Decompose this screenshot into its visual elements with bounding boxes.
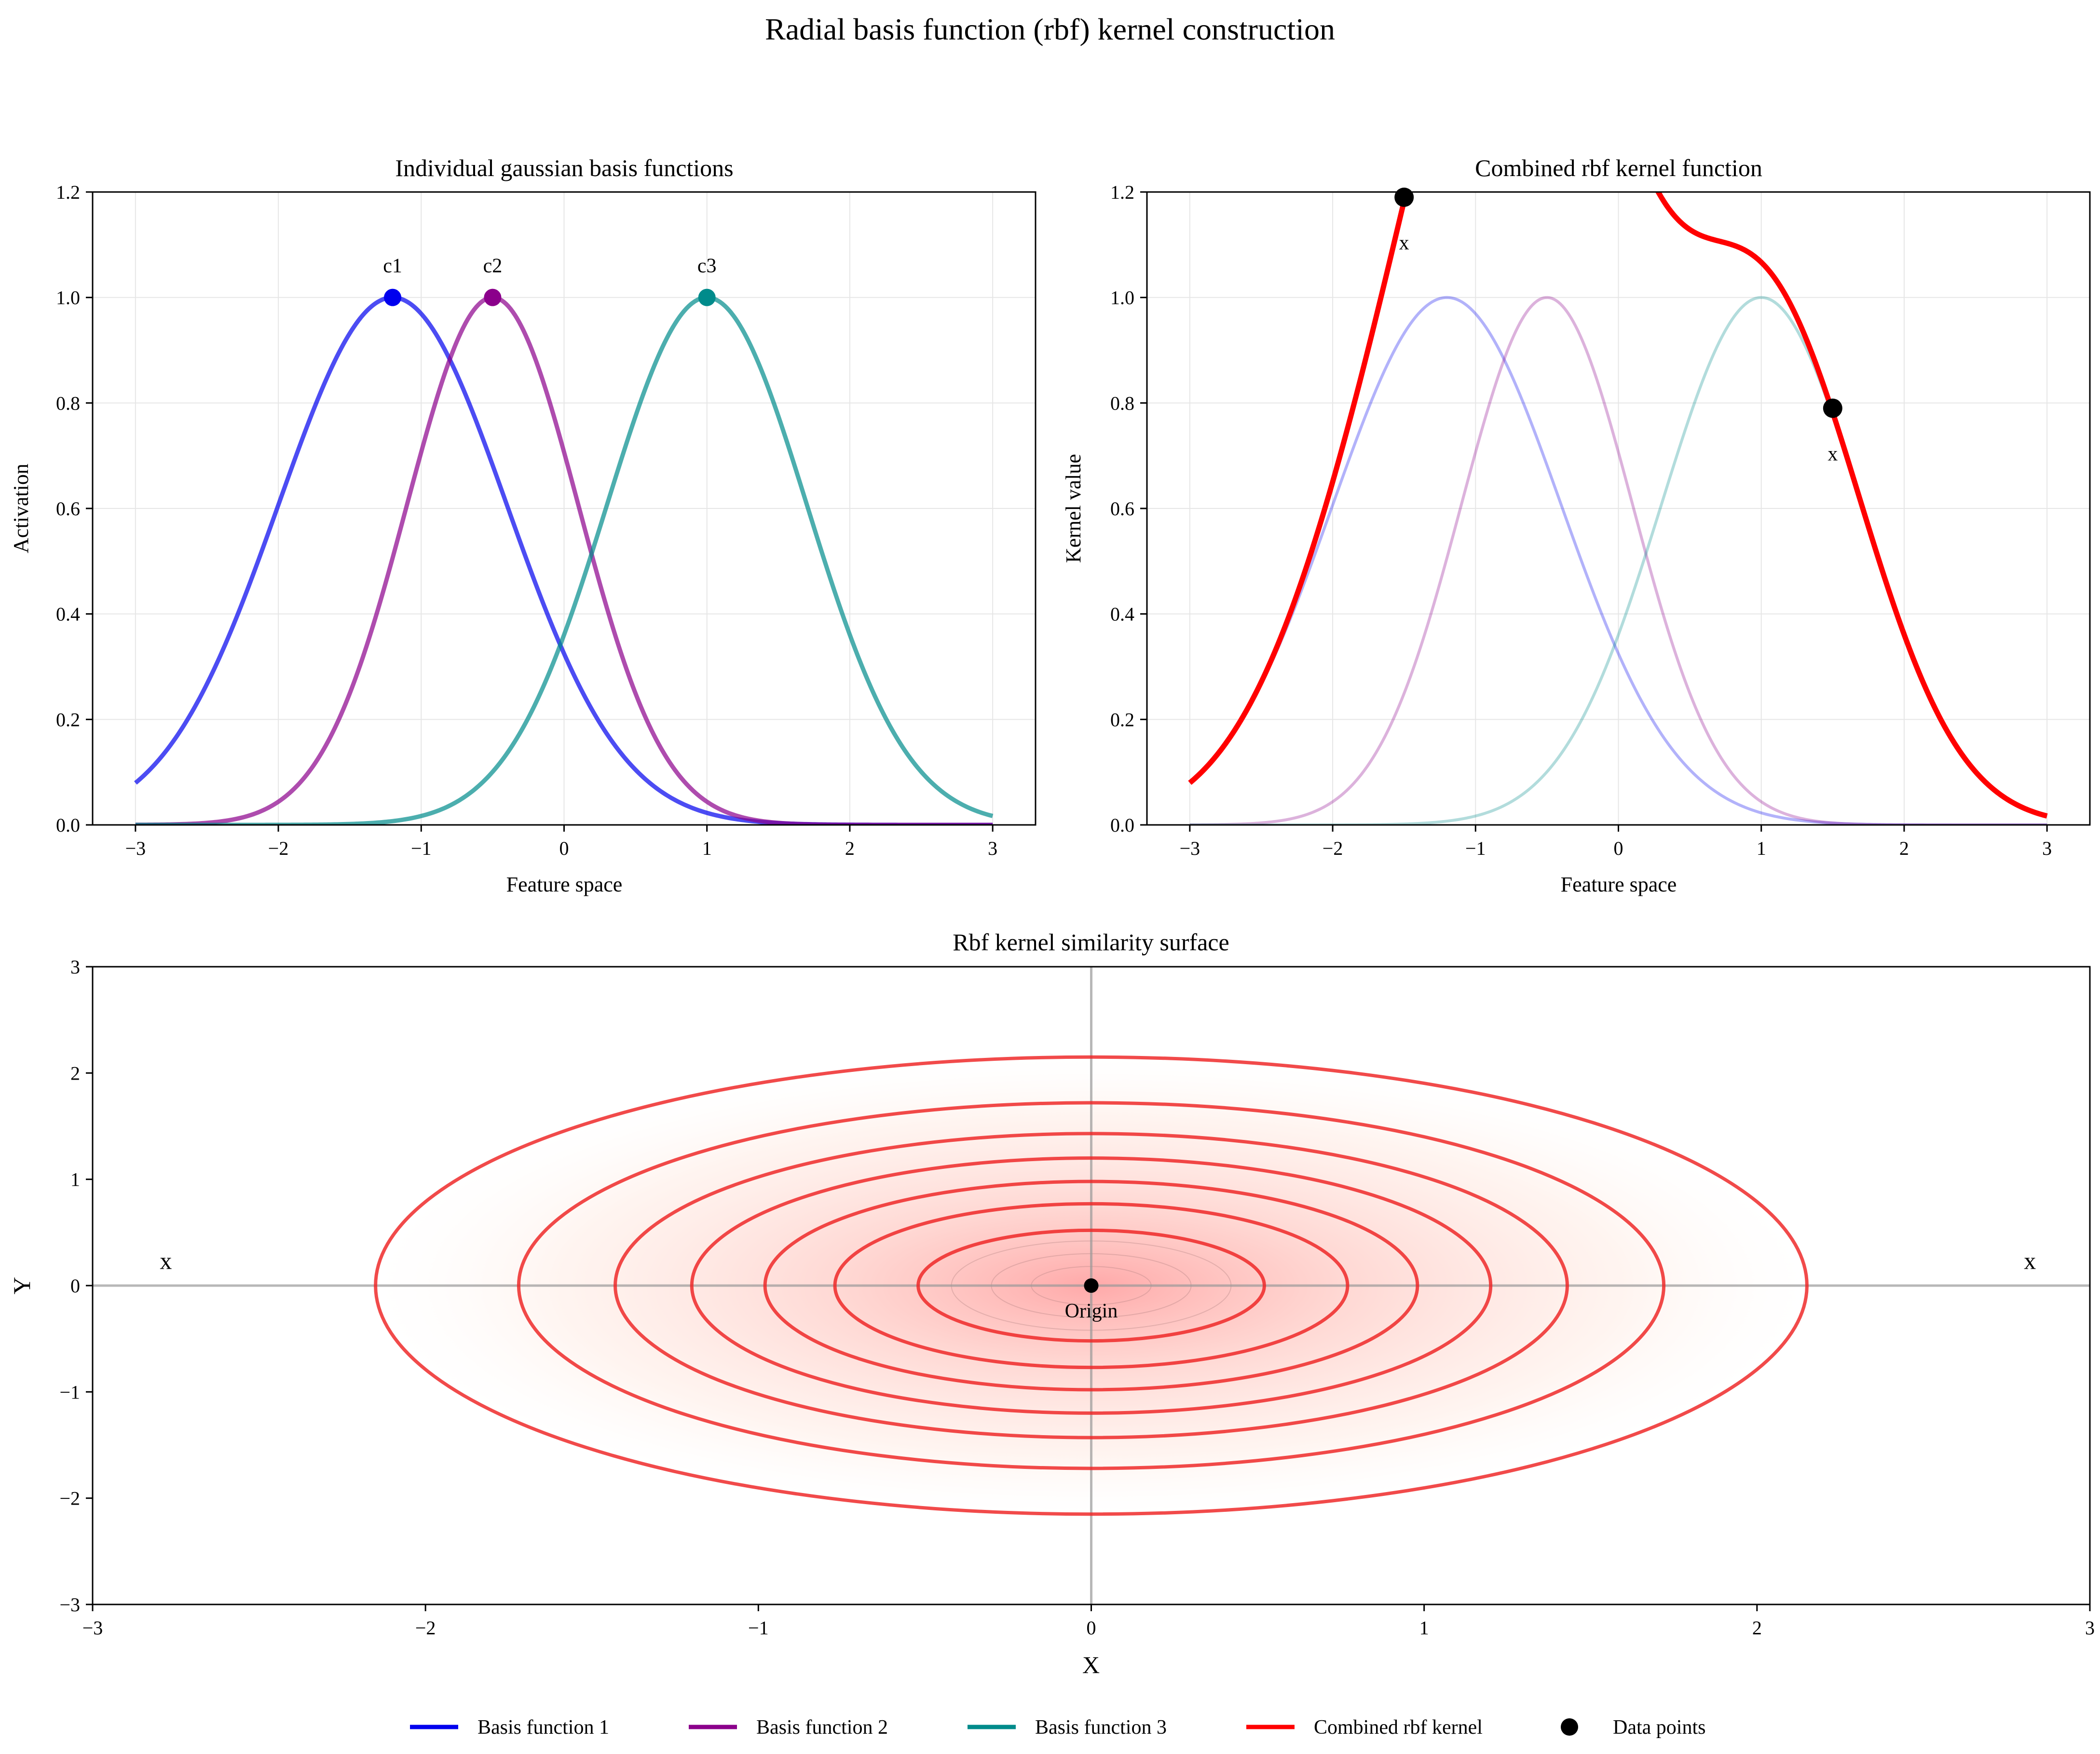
surface-plot-area: Origin x x: [93, 967, 2090, 1604]
basis-ylabel: Activation: [9, 464, 33, 553]
legend-label-4: Combined rbf kernel: [1314, 1716, 1483, 1739]
basis-xtick-label: 1: [702, 837, 712, 859]
basis-panel-title: Individual gaussian basis functions: [395, 154, 733, 181]
data-point-label-2: x: [1827, 443, 1838, 465]
surface-xtick-label: 2: [1752, 1617, 1762, 1639]
contour-line-4: [690, 1156, 1493, 1415]
surface-ticks: −3 −2 −1 0 1 2 3 −3 −2 −1 0 1 2 3: [59, 956, 2095, 1639]
surface-xtick-label: −1: [748, 1617, 769, 1639]
basis-ytick-label: 0.4: [56, 603, 80, 625]
contour-line-3: [763, 1179, 1419, 1392]
side-point-label-1: x: [160, 1247, 172, 1274]
surface-ytick-label: 1: [70, 1169, 80, 1191]
surface-ytick-label: 0: [70, 1275, 80, 1297]
combined-panel-title: Combined rbf kernel function: [1475, 154, 1762, 181]
combined-xtick-label: 1: [1757, 837, 1766, 859]
basis-xtick-label: −1: [411, 837, 432, 859]
surface-xtick-label: 3: [2085, 1617, 2095, 1639]
legend-swatch-5: [1561, 1718, 1578, 1736]
combined-xtick-label: −3: [1180, 837, 1200, 859]
data-point-1: [1394, 187, 1414, 207]
basis-xtick-label: 0: [559, 837, 569, 859]
contour-line-5: [614, 1132, 1569, 1439]
combined-ytick-label: 0.8: [1110, 392, 1134, 414]
basis-xtick-label: 2: [845, 837, 855, 859]
basis-ticks: −3 −2 −1 0 1 2 3 0.0 0.2 0.4 0.6 0.8 1.0 1.2 c1 c2 c3: [56, 181, 997, 859]
combined-rbf-kernel-line: [1188, 192, 2048, 819]
center-label-c1: c1: [383, 255, 402, 277]
surface-ytick-label: −3: [59, 1594, 80, 1616]
combined-ytick-label: 0.0: [1110, 814, 1134, 836]
surface-xtick-label: 0: [1087, 1617, 1096, 1639]
basis-xtick-label: 3: [988, 837, 997, 859]
basis-xtick-label: −2: [268, 837, 289, 859]
combined-ytick-label: 0.2: [1110, 709, 1134, 730]
surface-panel: Rbf kernel similarity surface Origin x x −…: [8, 929, 2095, 1678]
combined-ytick-label: 0.6: [1110, 498, 1134, 520]
center-point-c1: [384, 288, 402, 306]
contour-line-6: [517, 1101, 1666, 1470]
basis-ytick-label: 0.8: [56, 392, 80, 414]
combined-xtick-label: 2: [1899, 837, 1909, 859]
legend: Basis function 1 Basis function 2 Basis fu…: [410, 1716, 1705, 1739]
contour-line-7: [374, 1055, 1809, 1516]
surface-ytick-label: 3: [70, 956, 80, 978]
basis-xlabel: Feature space: [506, 873, 623, 896]
origin-label: Origin: [1065, 1300, 1118, 1322]
combined-data-points: xx: [1394, 187, 1842, 465]
combined-ytick-label: 1.2: [1110, 181, 1134, 203]
surface-xtick-label: 1: [1419, 1617, 1429, 1639]
legend-label-5: Data points: [1613, 1716, 1705, 1739]
basis-xtick-label: −3: [125, 837, 146, 859]
surface-xtick-label: −3: [82, 1617, 103, 1639]
data-point-2: [1823, 398, 1842, 418]
combined-panel: Combined rbf kernel function xx −3 −2 −1 0 1…: [1062, 154, 2091, 896]
basis-ytick-label: 1.2: [56, 181, 80, 203]
surface-xlabel: X: [1082, 1651, 1100, 1678]
combined-xlabel: Feature space: [1561, 873, 1677, 896]
surface-xtick-label: −2: [415, 1617, 436, 1639]
surface-ylabel: Y: [8, 1277, 35, 1294]
center-point-c2: [484, 288, 502, 306]
legend-label-2: Basis function 2: [756, 1716, 888, 1739]
surface-ytick-label: 2: [70, 1062, 80, 1084]
contour-line-2: [833, 1202, 1350, 1370]
basis-ytick-label: 0.0: [56, 814, 80, 836]
center-point-c3: [698, 288, 716, 306]
combined-xtick-label: 0: [1614, 837, 1623, 859]
basis-ytick-label: 1.0: [56, 287, 80, 309]
contour-line-1: [916, 1228, 1266, 1343]
basis-ytick-label: 0.6: [56, 498, 80, 520]
surface-ytick-label: −1: [59, 1381, 80, 1403]
combined-ytick-label: 0.4: [1110, 603, 1134, 625]
side-point-label-2: x: [2024, 1247, 2036, 1274]
combined-xtick-label: −2: [1323, 837, 1343, 859]
center-label-c3: c3: [697, 255, 717, 277]
combined-xtick-label: −1: [1465, 837, 1486, 859]
combined-xtick-label: 3: [2042, 837, 2052, 859]
basis-ytick-label: 0.2: [56, 709, 80, 730]
combined-ylabel: Kernel value: [1062, 454, 1085, 563]
figure-title: Radial basis function (rbf) kernel const…: [765, 12, 1335, 46]
center-label-c2: c2: [483, 255, 503, 277]
legend-label-1: Basis function 1: [477, 1716, 609, 1739]
data-point-label-1: x: [1399, 232, 1409, 254]
combined-ticks: −3 −2 −1 0 1 2 3 0.0 0.2 0.4 0.6 0.8 1.0 1.2: [1110, 181, 2052, 859]
origin-point: [1084, 1278, 1099, 1293]
surface-panel-title: Rbf kernel similarity surface: [953, 929, 1229, 956]
combined-ytick-label: 1.0: [1110, 287, 1134, 309]
basis-panel: Individual gaussian basis functions −3 −2…: [9, 154, 1036, 896]
surface-ytick-label: −2: [59, 1488, 80, 1509]
legend-label-3: Basis function 3: [1035, 1716, 1167, 1739]
